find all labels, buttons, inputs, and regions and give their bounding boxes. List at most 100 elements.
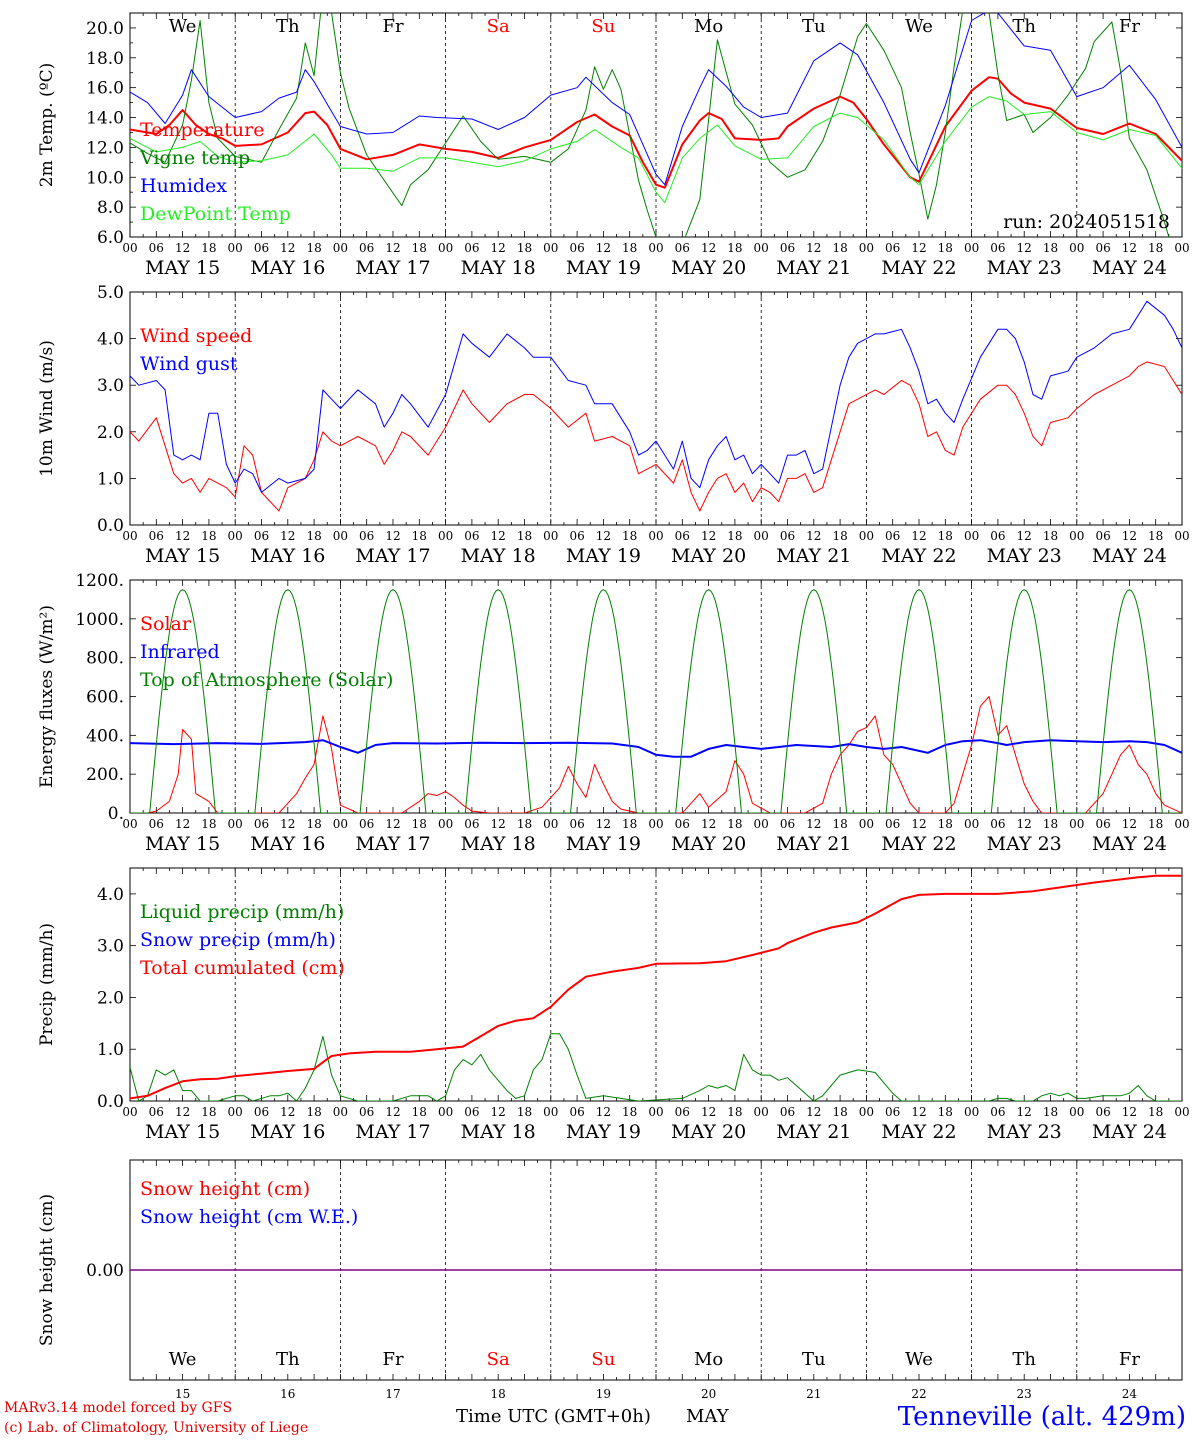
month-label: MAY	[686, 1406, 729, 1427]
panel-2: 0.0 1.0 2.0 3.0 4.0 5.0 10m Wind (m/s) 00 06 12 18…	[37, 283, 1190, 567]
hour-tick-label: 00	[333, 817, 348, 831]
hour-tick-label: 00	[964, 817, 979, 831]
hour-tick-label: 00	[754, 241, 769, 255]
hour-tick-label: 06	[149, 529, 164, 543]
y-tick-label: 12.0	[86, 138, 124, 158]
hour-tick-label: 00	[543, 817, 558, 831]
hour-tick-label: 06	[569, 1105, 584, 1119]
date-label: MAY 22	[881, 545, 956, 567]
date-label: MAY 17	[355, 833, 430, 855]
hour-tick-label: 18	[306, 529, 321, 543]
legend-entry: Wind speed	[140, 325, 252, 347]
hour-tick-label: 12	[385, 1105, 400, 1119]
hour-tick-label: 12	[280, 1105, 295, 1119]
date-label: MAY 18	[461, 833, 536, 855]
hour-tick-label: 06	[675, 1105, 690, 1119]
hour-tick-label: 00	[859, 1105, 874, 1119]
hour-tick-label: 12	[385, 529, 400, 543]
hour-tick-label: 06	[1095, 529, 1110, 543]
hour-tick-label: 00	[333, 241, 348, 255]
hour-tick-label: 18	[306, 817, 321, 831]
legend-entry: Snow height (cm)	[140, 1178, 310, 1200]
hour-tick-label: 12	[1122, 529, 1137, 543]
hour-tick-label: 18	[517, 241, 532, 255]
weekday-label: Fr	[1119, 16, 1140, 37]
hour-tick-label: 18	[1148, 241, 1163, 255]
hour-tick-label: 06	[885, 241, 900, 255]
hour-tick-label: 12	[175, 241, 190, 255]
hour-tick-label: 12	[806, 241, 821, 255]
hour-tick-label: 00	[1069, 817, 1084, 831]
hour-tick-label: 00	[122, 529, 137, 543]
hour-tick-label: 18	[727, 817, 742, 831]
hour-tick-label: 12	[1017, 241, 1032, 255]
hour-tick-label: 06	[149, 1105, 164, 1119]
hour-tick-label: 00	[122, 241, 137, 255]
date-label: MAY 15	[145, 257, 220, 279]
day-number-label: 18	[491, 1387, 506, 1401]
y-tick-label: 2.0	[97, 423, 124, 443]
time-axis-label: Time UTC (GMT+0h)	[456, 1406, 651, 1427]
hour-tick-label: 18	[517, 1105, 532, 1119]
y-tick-label: 400.	[86, 726, 124, 746]
hour-tick-label: 06	[254, 241, 269, 255]
hour-tick-label: 18	[517, 529, 532, 543]
y-tick-label: 1000.	[75, 610, 124, 630]
hour-tick-label: 06	[1095, 241, 1110, 255]
hour-tick-label: 06	[1095, 817, 1110, 831]
hour-tick-label: 06	[359, 529, 374, 543]
hour-tick-label: 18	[412, 817, 427, 831]
hour-tick-label: 12	[175, 817, 190, 831]
date-label: MAY 23	[987, 545, 1062, 567]
hour-tick-label: 06	[990, 817, 1005, 831]
y-tick-label: 20.0	[86, 19, 124, 39]
y-tick-label: 1.0	[97, 1040, 124, 1060]
station-name: Tenneville (alt. 429m)	[897, 1402, 1186, 1432]
hour-tick-label: 18	[832, 817, 847, 831]
y-tick-label: 0.0	[97, 516, 124, 536]
date-label: MAY 15	[145, 833, 220, 855]
hour-tick-label: 06	[254, 1105, 269, 1119]
weekday-label: Th	[276, 1349, 300, 1370]
panel-5: 0.00 Snow height (cm) Snow height (cm) Snow…	[37, 1159, 1183, 1401]
hour-tick-label: 12	[175, 1105, 190, 1119]
hour-tick-label: 06	[885, 1105, 900, 1119]
hour-tick-label: 00	[964, 529, 979, 543]
day-number-label: 15	[175, 1387, 190, 1401]
hour-tick-label: 06	[675, 241, 690, 255]
date-label: MAY 21	[776, 257, 851, 279]
date-label: MAY 24	[1092, 833, 1167, 855]
date-label: MAY 21	[776, 833, 851, 855]
hour-tick-label: 06	[885, 817, 900, 831]
y-tick-label: 0.0	[97, 1092, 124, 1112]
y-tick-label: 1.0	[97, 469, 124, 489]
hour-tick-label: 00	[122, 1105, 137, 1119]
hour-tick-label: 18	[1043, 241, 1058, 255]
panel-1: 6.0 8.0 10.0 12.0 14.0 16.0 18.0 20.0 2m Temp. (…	[37, 12, 1190, 279]
hour-tick-label: 12	[806, 1105, 821, 1119]
hour-tick-label: 18	[517, 817, 532, 831]
y-tick-label: 5.0	[97, 283, 124, 303]
date-label: MAY 20	[671, 257, 746, 279]
day-number-label: 19	[596, 1387, 611, 1401]
legend-entry: Infrared	[140, 641, 220, 663]
hour-tick-label: 06	[780, 241, 795, 255]
hour-tick-label: 06	[675, 529, 690, 543]
hour-tick-label: 06	[569, 529, 584, 543]
model-credit: MARv3.14 model forced by GFS	[4, 1400, 233, 1416]
y-tick-label: 200.	[86, 765, 124, 785]
y-axis-title: 2m Temp. (ºC)	[37, 63, 57, 188]
legend-entry: Liquid precip (mm/h)	[140, 901, 344, 923]
legend-entry: Vigne temp	[139, 147, 250, 169]
date-label: MAY 18	[461, 1121, 536, 1143]
weekday-label: We	[169, 16, 197, 37]
hour-tick-label: 18	[832, 241, 847, 255]
hour-tick-label: 00	[1174, 817, 1189, 831]
hour-tick-label: 18	[1043, 1105, 1058, 1119]
date-label: MAY 18	[461, 257, 536, 279]
hour-tick-label: 12	[1017, 529, 1032, 543]
hour-tick-label: 00	[543, 241, 558, 255]
hour-tick-label: 00	[754, 529, 769, 543]
hour-tick-label: 18	[938, 241, 953, 255]
hour-tick-label: 12	[1122, 241, 1137, 255]
